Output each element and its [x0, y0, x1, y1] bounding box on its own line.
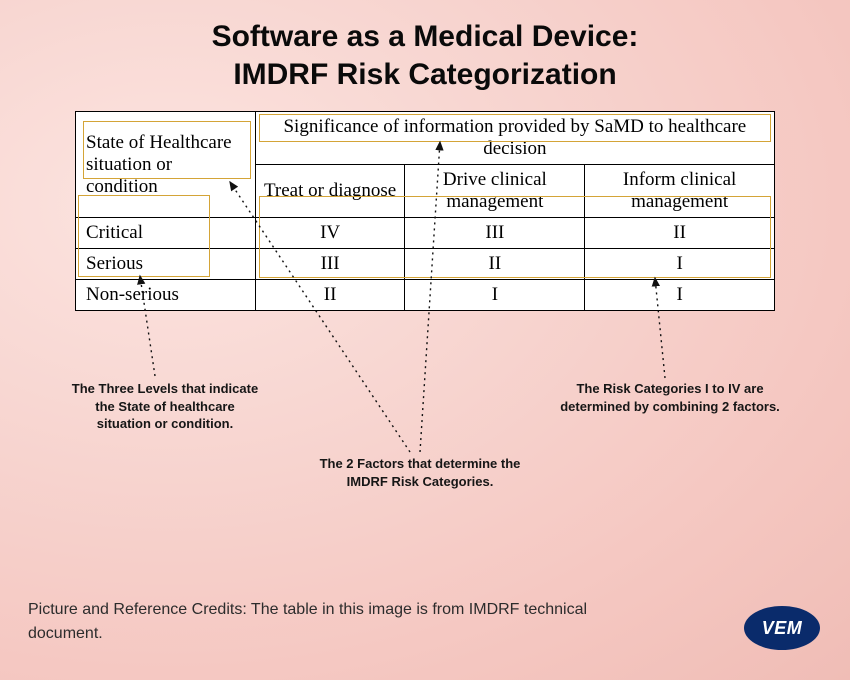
cell-2-1: I: [405, 280, 585, 311]
row-label-2: Non-serious: [76, 280, 256, 311]
col-1: Drive clinical management: [405, 165, 585, 218]
table-row: Critical IV III II: [76, 218, 775, 249]
cell-1-2: I: [585, 249, 775, 280]
cell-1-0: III: [255, 249, 405, 280]
cell-0-1: III: [405, 218, 585, 249]
cell-2-2: I: [585, 280, 775, 311]
col-0: Treat or diagnose: [255, 165, 405, 218]
cell-1-1: II: [405, 249, 585, 280]
risk-table: State of Healthcare situation or conditi…: [75, 111, 775, 311]
vem-logo-text: VEM: [762, 618, 803, 639]
page-title: Software as a Medical Device: IMDRF Risk…: [0, 0, 850, 93]
row-header-title: State of Healthcare situation or conditi…: [76, 112, 256, 218]
row-label-0: Critical: [76, 218, 256, 249]
annot-left: The Three Levels that indicate the State…: [70, 380, 260, 433]
annot-center: The 2 Factors that determine the IMDRF R…: [310, 455, 530, 490]
risk-table-container: State of Healthcare situation or conditi…: [75, 111, 775, 311]
annot-right: The Risk Categories I to IV are determin…: [560, 380, 780, 415]
cell-0-0: IV: [255, 218, 405, 249]
col-2: Inform clinical management: [585, 165, 775, 218]
table-header-row-1: State of Healthcare situation or conditi…: [76, 112, 775, 165]
cell-0-2: II: [585, 218, 775, 249]
col-group-title: Significance of information provided by …: [255, 112, 774, 165]
row-label-1: Serious: [76, 249, 256, 280]
title-line-2: IMDRF Risk Categorization: [0, 56, 850, 94]
vem-logo: VEM: [744, 606, 820, 650]
credits-text: Picture and Reference Credits: The table…: [28, 598, 628, 646]
table-row: Non-serious II I I: [76, 280, 775, 311]
table-row: Serious III II I: [76, 249, 775, 280]
cell-2-0: II: [255, 280, 405, 311]
annotation-arrows: [0, 0, 850, 680]
title-line-1: Software as a Medical Device:: [0, 18, 850, 56]
